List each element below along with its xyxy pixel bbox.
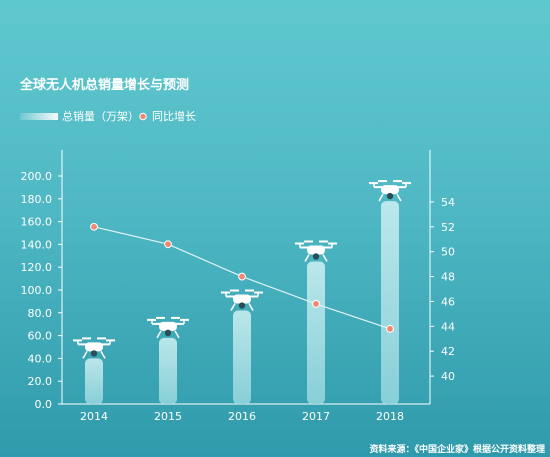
left-tick-label: 180.0 bbox=[21, 193, 53, 206]
right-tick-label: 50 bbox=[441, 246, 455, 259]
bar bbox=[233, 310, 251, 404]
drone-icon bbox=[221, 289, 263, 311]
right-axis-ticks: 40 42 44 46 48 50 52 54 bbox=[430, 196, 455, 383]
bar bbox=[85, 358, 103, 404]
drone-icon bbox=[73, 337, 115, 359]
left-tick-label: 40.0 bbox=[28, 352, 53, 365]
bar-series bbox=[73, 180, 411, 404]
right-tick-label: 54 bbox=[441, 196, 455, 209]
drone-icon bbox=[369, 180, 411, 202]
right-tick-label: 48 bbox=[441, 271, 455, 284]
drone-icon bbox=[295, 240, 337, 262]
left-tick-label: 140.0 bbox=[21, 238, 53, 251]
growth-point bbox=[90, 222, 98, 231]
bar bbox=[307, 261, 325, 404]
line-series bbox=[90, 222, 394, 333]
right-tick-label: 40 bbox=[441, 370, 455, 383]
left-tick-label: 60.0 bbox=[28, 330, 53, 343]
growth-point bbox=[238, 272, 246, 281]
growth-point bbox=[312, 300, 320, 308]
x-tick-label: 2017 bbox=[302, 410, 330, 423]
x-tick-label: 2015 bbox=[154, 410, 182, 423]
legend-line-label: 同比增长 bbox=[152, 109, 196, 123]
left-tick-label: 120.0 bbox=[21, 261, 53, 274]
left-axis-ticks: 0.0 20.0 40.0 60.0 80.0 100.0 120.0 140.0 160.0 1… bbox=[21, 170, 62, 411]
drone-icon bbox=[147, 316, 189, 339]
legend-bar-swatch bbox=[20, 113, 58, 120]
source-note: 资料来源：《中国企业家》根据公开资料整理 bbox=[369, 443, 545, 455]
right-tick-label: 42 bbox=[441, 345, 455, 358]
right-tick-label: 52 bbox=[441, 221, 455, 234]
growth-point bbox=[386, 324, 394, 333]
left-tick-label: 80.0 bbox=[28, 307, 53, 320]
left-tick-label: 160.0 bbox=[21, 216, 53, 229]
left-tick-label: 0.0 bbox=[35, 398, 53, 411]
legend-line-marker bbox=[139, 112, 147, 121]
right-tick-label: 46 bbox=[441, 295, 455, 308]
x-tick-label: 2014 bbox=[80, 410, 108, 423]
left-tick-label: 20.0 bbox=[28, 375, 53, 388]
bar bbox=[159, 337, 177, 404]
legend-bar-label: 总销量（万架） bbox=[62, 109, 139, 123]
bar bbox=[381, 201, 399, 404]
x-axis-ticks: 2014 2015 2016 2017 2018 bbox=[80, 410, 404, 423]
growth-point bbox=[164, 240, 172, 249]
x-tick-label: 2016 bbox=[228, 410, 256, 423]
left-tick-label: 200.0 bbox=[21, 170, 53, 183]
left-tick-label: 100.0 bbox=[21, 284, 53, 297]
right-tick-label: 44 bbox=[441, 320, 455, 333]
x-tick-label: 2018 bbox=[376, 410, 404, 423]
chart-title: 全球无人机总销量增长与预测 bbox=[19, 77, 189, 93]
